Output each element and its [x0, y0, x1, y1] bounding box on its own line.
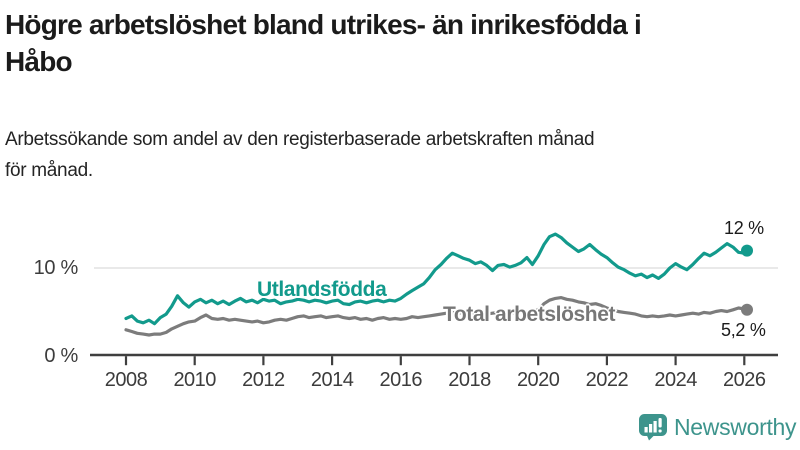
logo-exclamation-dot	[658, 429, 662, 432]
page-title-line-1: Högre arbetslöshet bland utrikes- än inr…	[5, 9, 642, 40]
page-title-line-2: Håbo	[5, 46, 73, 77]
series-line-total	[124, 296, 749, 337]
series-endpoint-total	[741, 303, 753, 316]
logo-bar-2	[649, 423, 653, 432]
newsworthy-logo: Newsworthy	[639, 412, 797, 442]
series-endpoint-utlandsfodda	[741, 244, 753, 257]
series-line-utlandsfodda	[124, 232, 749, 326]
logo-bar-1	[644, 426, 648, 432]
chart-subtitle-line-2: för månad.	[5, 160, 93, 181]
chart-subtitle-line-1: Arbetssökande som andel av den registerb…	[5, 129, 595, 150]
newsworthy-wordmark: Newsworthy	[674, 413, 797, 440]
newsworthy-logo-icon	[639, 413, 667, 440]
logo-bar-3	[653, 420, 657, 432]
logo-exclamation-bar	[658, 417, 662, 427]
